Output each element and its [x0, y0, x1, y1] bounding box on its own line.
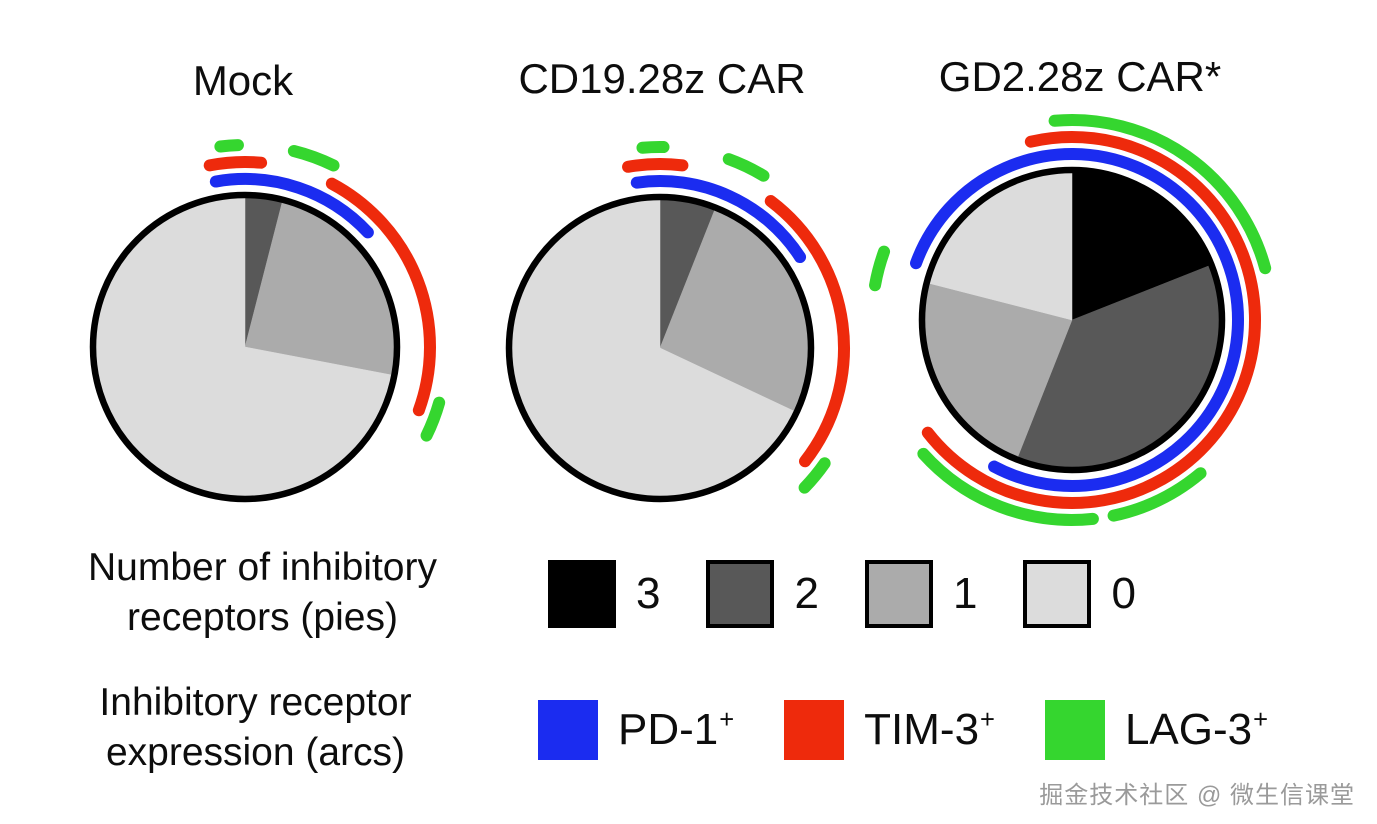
swatch-pd1 [538, 700, 598, 760]
swatch-1-receptor [864, 560, 933, 628]
swatch-0-receptors [1023, 560, 1092, 628]
legend-item-0-receptors: 0 [1023, 560, 1136, 628]
pie-title-cd19-car: CD19.28z CAR [518, 55, 806, 102]
pie-chart-gd2-car [869, 114, 1272, 526]
legend-item-lag3: LAG-3+ [1044, 700, 1269, 760]
pie-chart-cd19-car [505, 141, 850, 503]
legend-label-0: 0 [1111, 569, 1136, 618]
legend-arcs-title: Inhibitory receptor expression (arcs) [18, 678, 493, 777]
legend-arcs-row: PD-1+ TIM-3+ LAG-3+ [538, 700, 1268, 760]
legend-item-3-receptors: 3 [548, 560, 660, 628]
legend-pies-row: 3 2 1 0 [548, 560, 1136, 628]
legend-pies-title-line1: Number of inhibitory [88, 546, 437, 589]
pie-chart-mock [89, 139, 446, 503]
legend-label-1: 1 [952, 569, 978, 618]
legend-item-tim3: TIM-3+ [784, 700, 995, 760]
swatch-tim3 [784, 700, 845, 760]
legend-arcs-title-line1: Inhibitory receptor [99, 681, 412, 724]
legend-arcs-title-line2: expression (arcs) [105, 730, 406, 774]
legend-pies-title-line2: receptors (pies) [127, 595, 398, 639]
legend-label-tim3: TIM-3+ [864, 705, 995, 754]
pie-title-mock: Mock [192, 57, 294, 104]
legend-label-3: 3 [636, 569, 661, 618]
legend-label-lag3: LAG-3+ [1124, 705, 1269, 754]
legend-item-pd1: PD-1+ [538, 700, 734, 760]
legend-label-pd1: PD-1+ [618, 705, 735, 754]
pie-title-gd2-car: GD2.28z CAR* [938, 53, 1222, 100]
legend-pies-title: Number of inhibitory receptors (pies) [25, 543, 500, 642]
watermark-text: 掘金技术社区 @ 微生信课堂 [1039, 782, 1355, 809]
legend-label-2: 2 [794, 569, 819, 618]
swatch-2-receptors [706, 560, 775, 628]
swatch-lag3 [1044, 700, 1105, 760]
legend-item-2-receptors: 2 [706, 560, 819, 628]
swatch-3-receptors [548, 560, 616, 628]
legend-item-1-receptor: 1 [864, 560, 978, 628]
